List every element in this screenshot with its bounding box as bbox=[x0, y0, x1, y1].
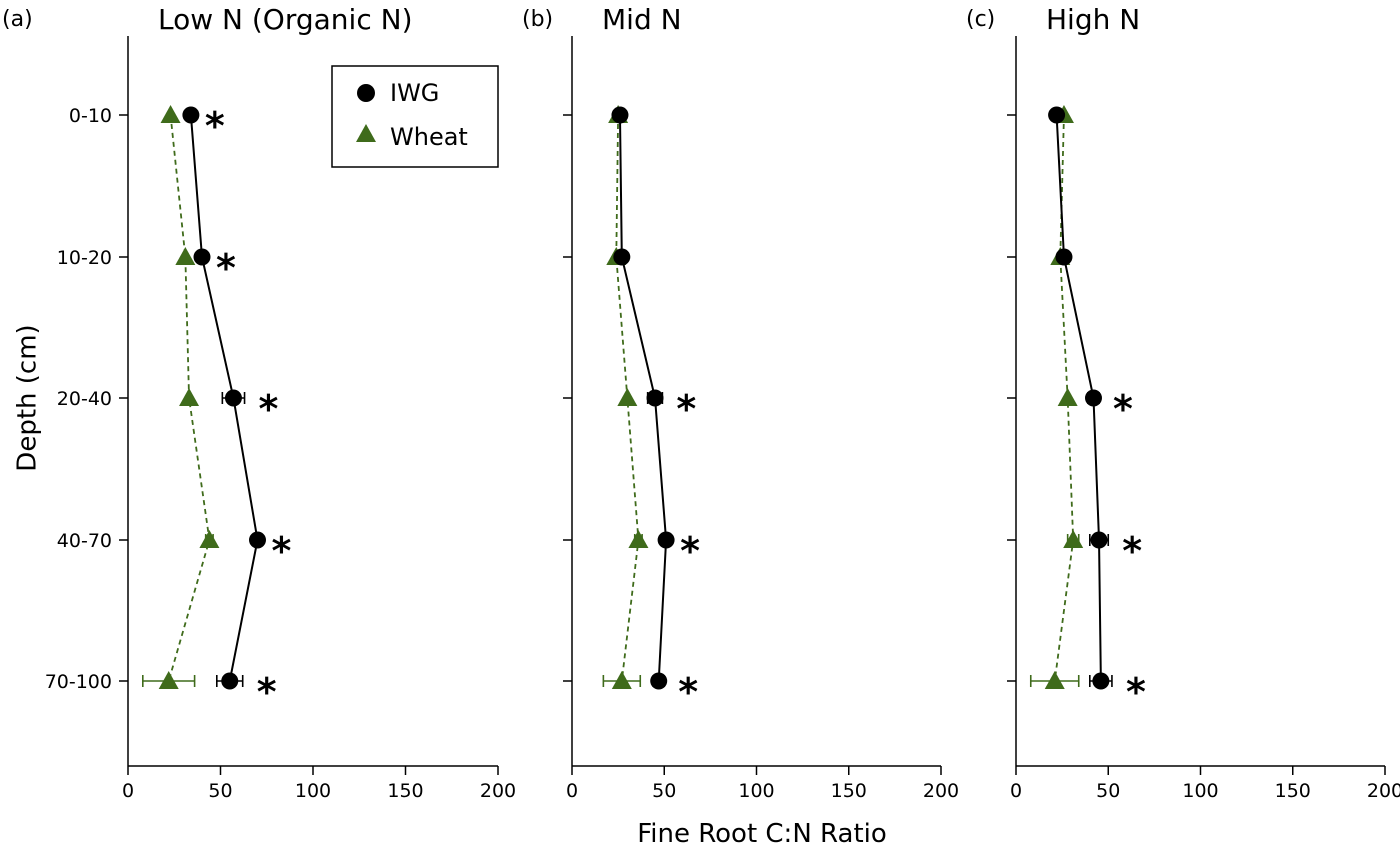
significance-star: * bbox=[678, 670, 698, 714]
x-tick-label: 50 bbox=[652, 780, 676, 802]
significance-star: * bbox=[1113, 387, 1133, 431]
data-point-wheat bbox=[1063, 530, 1084, 548]
panel-1: (a) Low N (Organic N) 0-10 10-20 20-40 40-70 7… bbox=[2, 3, 516, 802]
y-tick-label: 40-70 bbox=[57, 530, 112, 552]
x-tick-label: 100 bbox=[738, 780, 774, 802]
data-point-iwg bbox=[646, 389, 664, 407]
legend-wheat-label: Wheat bbox=[390, 123, 468, 151]
data-point-iwg bbox=[182, 106, 200, 124]
y-axis-label: Depth (cm) bbox=[13, 324, 43, 471]
legend-box bbox=[331, 65, 499, 168]
data-point-iwg bbox=[1048, 106, 1066, 124]
x-tick-label: 200 bbox=[1367, 780, 1400, 802]
data-point-wheat bbox=[628, 530, 649, 548]
x-axis-label: Fine Root C:N Ratio bbox=[637, 819, 887, 849]
data-point-iwg bbox=[650, 672, 668, 690]
panel-label: (b) bbox=[522, 7, 553, 32]
x-tick-label: 0 bbox=[1010, 780, 1022, 802]
x-tick-label: 50 bbox=[1096, 780, 1120, 802]
legend-iwg-marker bbox=[357, 84, 375, 102]
x-tick-label: 150 bbox=[1275, 780, 1311, 802]
panel-3: (c) High N 0 50 100 150 200 * * * bbox=[966, 3, 1400, 802]
x-tick-label: 200 bbox=[480, 780, 516, 802]
significance-star: * bbox=[676, 387, 696, 431]
y-tick-label: 10-20 bbox=[57, 247, 112, 269]
data-point-iwg bbox=[224, 389, 242, 407]
data-point-iwg bbox=[249, 531, 266, 549]
data-point-wheat bbox=[199, 530, 220, 548]
data-point-iwg bbox=[657, 531, 675, 549]
x-tick-label: 150 bbox=[831, 780, 867, 802]
legend-iwg-label: IWG bbox=[390, 79, 439, 107]
data-point-iwg bbox=[1090, 531, 1108, 549]
data-point-wheat bbox=[160, 105, 181, 123]
data-point-wheat bbox=[617, 388, 638, 406]
legend: IWG Wheat bbox=[331, 65, 499, 168]
data-point-wheat bbox=[1044, 671, 1065, 689]
x-tick-label: 100 bbox=[1182, 780, 1218, 802]
data-point-iwg bbox=[613, 248, 631, 266]
x-tick-label: 0 bbox=[566, 780, 578, 802]
significance-star: * bbox=[1122, 529, 1142, 573]
data-point-wheat bbox=[158, 671, 179, 689]
data-point-wheat bbox=[175, 247, 196, 265]
panel-label: (c) bbox=[966, 7, 995, 32]
x-tick-label: 0 bbox=[122, 780, 134, 802]
significance-star: * bbox=[205, 104, 225, 148]
panel-title: Low N (Organic N) bbox=[158, 3, 413, 36]
significance-star: * bbox=[680, 529, 700, 573]
significance-star: * bbox=[272, 529, 292, 573]
data-point-iwg bbox=[1055, 248, 1073, 266]
panel-label: (a) bbox=[2, 7, 33, 32]
data-point-iwg bbox=[611, 106, 629, 124]
x-tick-label: 100 bbox=[295, 780, 331, 802]
y-tick-label: 20-40 bbox=[57, 388, 112, 410]
x-tick-label: 200 bbox=[923, 780, 959, 802]
panel-title: Mid N bbox=[602, 3, 682, 36]
y-tick-label: 70-100 bbox=[45, 671, 112, 693]
data-point-wheat bbox=[179, 388, 200, 406]
panels: (a) Low N (Organic N) 0-10 10-20 20-40 40-70 7… bbox=[2, 3, 1400, 802]
data-point-iwg bbox=[221, 672, 239, 690]
y-tick-label: 0-10 bbox=[69, 105, 112, 127]
data-point-iwg bbox=[193, 248, 211, 266]
panel-title: High N bbox=[1046, 3, 1140, 36]
data-point-iwg bbox=[1092, 672, 1110, 690]
significance-star: * bbox=[259, 387, 279, 431]
legend-wheat-marker bbox=[356, 124, 376, 142]
x-tick-label: 150 bbox=[387, 780, 423, 802]
significance-star: * bbox=[216, 246, 236, 290]
panel-2: (b) Mid N 0 50 100 150 200 * * * bbox=[522, 3, 959, 802]
data-point-wheat bbox=[1057, 388, 1078, 406]
x-tick-label: 50 bbox=[208, 780, 232, 802]
significance-star: * bbox=[257, 670, 277, 714]
significance-star: * bbox=[1126, 670, 1146, 714]
data-point-wheat bbox=[611, 671, 632, 689]
data-point-iwg bbox=[1084, 389, 1102, 407]
